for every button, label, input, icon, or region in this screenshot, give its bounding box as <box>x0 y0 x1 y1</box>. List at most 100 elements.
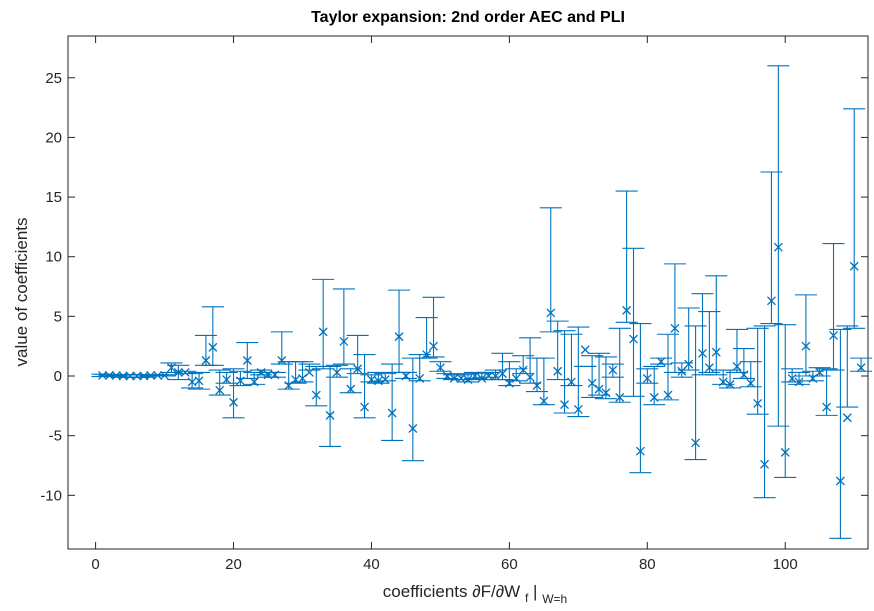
y-tick-label: 15 <box>45 189 62 206</box>
data-point <box>491 371 501 381</box>
data-point <box>615 393 625 402</box>
data-point-stroke <box>249 377 259 387</box>
data-point <box>353 364 363 374</box>
error-bar <box>629 322 652 474</box>
data-point-stroke <box>760 459 770 469</box>
data-point <box>180 367 190 377</box>
data-point <box>449 373 459 383</box>
data-point <box>242 356 252 365</box>
data-point <box>249 377 259 387</box>
data-point <box>656 357 666 367</box>
plot-area <box>67 35 869 550</box>
data-point-stroke <box>366 375 376 385</box>
data-point <box>677 366 687 376</box>
data-point-stroke <box>429 341 438 351</box>
data-point-stroke <box>373 376 383 386</box>
data-point <box>394 332 404 342</box>
data-point <box>511 373 521 383</box>
data-point-stroke <box>670 323 680 333</box>
data-point-stroke <box>415 373 425 383</box>
data-point-stroke <box>125 371 135 381</box>
data-point <box>766 296 776 306</box>
error-bar <box>332 288 355 365</box>
data-point <box>325 410 335 420</box>
data-point <box>304 367 314 377</box>
data-point-stroke <box>629 334 638 344</box>
data-point <box>622 305 632 315</box>
data-point <box>173 367 183 377</box>
data-point-stroke <box>725 379 735 389</box>
data-point-stroke <box>180 367 190 377</box>
data-point-stroke <box>242 356 252 365</box>
data-point <box>311 390 321 400</box>
data-point <box>711 347 721 357</box>
data-point <box>187 377 197 387</box>
data-point-stroke <box>318 327 328 337</box>
data-point-stroke <box>835 476 845 486</box>
data-point-stroke <box>787 373 797 383</box>
data-point-stroke <box>773 242 783 252</box>
data-point-stroke <box>704 363 714 373</box>
data-point <box>166 363 176 373</box>
data-point-stroke <box>829 330 838 340</box>
x-tick-label: 0 <box>91 556 99 573</box>
data-point <box>298 373 307 383</box>
data-point-stroke <box>815 367 825 377</box>
data-point-stroke <box>532 381 542 391</box>
data-point-stroke <box>580 345 590 355</box>
x-axis-label-main: coefficients ∂F/∂W <box>383 582 520 601</box>
data-point-stroke <box>256 367 266 377</box>
data-point <box>532 381 542 391</box>
data-point <box>263 370 273 380</box>
data-point <box>98 370 107 380</box>
data-point <box>642 373 652 383</box>
data-point <box>504 378 514 388</box>
data-point <box>146 370 156 380</box>
data-point-stroke <box>408 424 418 433</box>
x-tick-label: 80 <box>639 556 656 573</box>
data-point <box>566 377 576 387</box>
data-point <box>346 384 356 394</box>
error-bar <box>201 306 224 366</box>
data-point-stroke <box>615 393 625 402</box>
data-point-stroke <box>484 371 494 381</box>
error-bar <box>498 361 521 387</box>
x-axis-ticks: 0 20 40 60 80 100 <box>91 36 798 573</box>
data-point <box>360 402 370 412</box>
data-point <box>718 377 728 387</box>
data-point-stroke <box>753 398 763 408</box>
data-point <box>456 373 466 383</box>
data-point-stroke <box>173 367 183 377</box>
data-point-stroke <box>311 390 321 400</box>
data-point <box>580 345 590 355</box>
error-bar <box>532 357 555 406</box>
data-point <box>477 373 487 383</box>
data-point <box>753 398 763 408</box>
data-point <box>277 356 287 365</box>
data-point-stroke <box>187 377 197 387</box>
data-point <box>442 371 452 381</box>
data-point-stroke <box>153 370 163 380</box>
error-bar <box>608 327 631 403</box>
data-point-stroke <box>635 446 645 456</box>
data-point-stroke <box>98 370 107 380</box>
data-point-stroke <box>435 363 445 373</box>
data-point-stroke <box>766 296 776 306</box>
data-point <box>546 308 556 318</box>
data-point-stroke <box>166 363 176 373</box>
data-point-stroke <box>325 410 335 420</box>
data-point-stroke <box>339 336 349 346</box>
data-point <box>794 377 804 387</box>
data-point-stroke <box>601 388 611 398</box>
data-point <box>235 376 245 386</box>
data-point <box>373 376 383 386</box>
x-axis-label-bar: | <box>533 582 537 601</box>
data-point-stroke <box>794 377 804 387</box>
data-point <box>780 447 790 457</box>
data-point <box>291 375 301 385</box>
data-point-stroke <box>235 376 245 386</box>
data-point-stroke <box>160 370 170 380</box>
data-point <box>194 376 204 386</box>
data-point-stroke <box>477 373 487 383</box>
y-tick-label: 20 <box>45 129 62 146</box>
